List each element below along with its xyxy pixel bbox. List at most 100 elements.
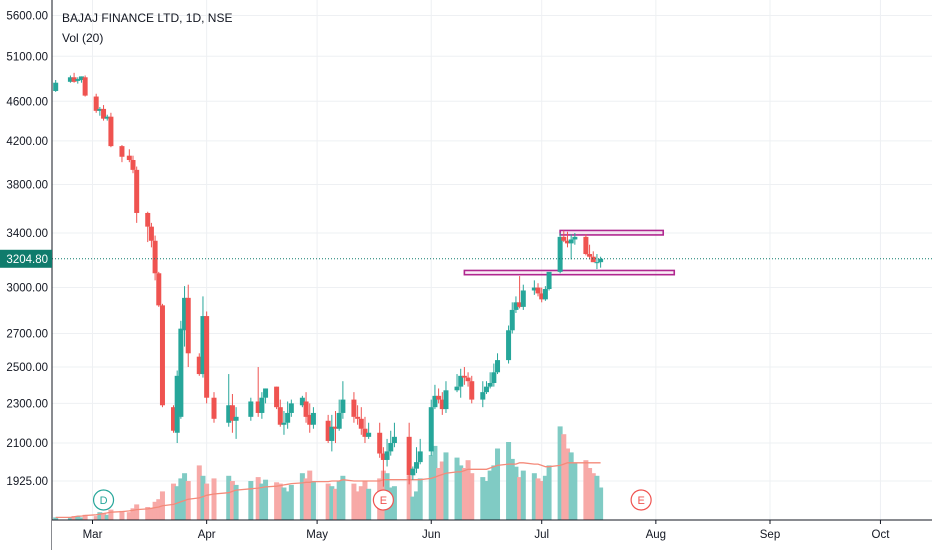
grid <box>52 0 932 520</box>
volume-bar <box>307 470 313 520</box>
candle <box>274 386 280 410</box>
volume-bar <box>436 468 442 520</box>
candle <box>148 222 154 248</box>
candle <box>134 166 140 223</box>
candle-body <box>458 375 464 387</box>
candle <box>285 401 291 429</box>
candle <box>130 155 136 174</box>
candle <box>233 407 239 439</box>
candle-body <box>495 360 501 373</box>
volume-bar <box>587 468 593 520</box>
candle <box>414 447 420 474</box>
candle-body <box>561 236 567 241</box>
candle <box>97 106 103 116</box>
candle <box>200 296 206 378</box>
candle <box>531 280 537 295</box>
volume-bar <box>200 475 206 520</box>
candle-body <box>285 412 291 423</box>
candle <box>53 79 59 92</box>
candle <box>156 271 162 307</box>
volume-bar <box>285 491 291 520</box>
volume-bar <box>229 481 235 520</box>
candle <box>509 302 515 334</box>
volume-bar <box>428 455 434 520</box>
volume-bar <box>82 514 88 520</box>
candle <box>539 287 545 303</box>
candle-body <box>130 159 136 170</box>
price-tick-label: 4600.00 <box>6 96 48 108</box>
candle-body <box>325 420 331 441</box>
volume-bar <box>336 481 342 520</box>
volume-bar <box>564 448 570 520</box>
candle <box>178 320 184 419</box>
candle <box>417 438 423 465</box>
volume-bar <box>506 442 512 520</box>
candle <box>336 399 342 431</box>
candle-body <box>454 386 460 391</box>
volume-bar <box>355 491 361 520</box>
candle-body <box>572 236 578 240</box>
candle <box>506 325 512 364</box>
volume-bar <box>443 452 449 520</box>
candle-body <box>487 383 493 387</box>
candle-body <box>587 254 593 257</box>
candle <box>104 114 110 121</box>
candle-body <box>432 395 438 408</box>
candle-body <box>564 240 570 244</box>
volume-bar <box>75 516 81 520</box>
volume-bar <box>211 478 217 520</box>
candle <box>75 77 81 84</box>
candle <box>171 405 177 433</box>
candle <box>406 422 412 485</box>
candle-body <box>53 82 59 91</box>
volume-bar <box>439 461 445 520</box>
volume-bar <box>557 426 563 520</box>
volume-label: Vol (20) <box>62 31 104 45</box>
candle-body <box>255 401 261 413</box>
event-marker-label: D <box>100 495 108 507</box>
candle <box>229 393 235 433</box>
candle <box>310 407 316 429</box>
candle-body <box>174 375 180 433</box>
candle <box>248 397 254 421</box>
volume-bar <box>329 486 335 520</box>
candle <box>355 405 361 425</box>
candle-body <box>384 451 390 460</box>
volume-bar <box>204 483 210 520</box>
candle-body <box>531 287 537 291</box>
candle-body <box>126 155 132 160</box>
candle-body <box>340 399 346 413</box>
candle-body <box>483 386 489 393</box>
volume-bar <box>333 488 339 520</box>
candle-body <box>263 388 269 398</box>
candle-body <box>520 290 526 307</box>
candle <box>428 399 434 456</box>
candle <box>583 234 589 256</box>
candle-body <box>97 108 103 111</box>
volume-bar <box>483 481 489 520</box>
volume-ma-line <box>55 462 601 519</box>
volume-bar <box>299 473 305 520</box>
candle <box>196 353 202 376</box>
candle <box>299 395 305 408</box>
volume-bar <box>598 487 604 520</box>
candle <box>594 254 600 270</box>
candle-body <box>82 77 88 96</box>
candle-body <box>93 96 99 111</box>
candle <box>564 231 570 248</box>
volume-bar <box>152 501 158 520</box>
volume-bar <box>340 475 346 520</box>
candle <box>517 276 523 309</box>
candle-body <box>196 356 202 375</box>
volume-bar <box>148 508 154 520</box>
candle <box>333 411 339 444</box>
volume-bar <box>255 477 261 520</box>
candle <box>520 284 526 310</box>
candle <box>568 234 574 260</box>
candle <box>377 422 383 458</box>
candle-body <box>67 77 73 82</box>
event-marker-circle <box>92 489 115 511</box>
time-tick-label: May <box>306 529 328 541</box>
